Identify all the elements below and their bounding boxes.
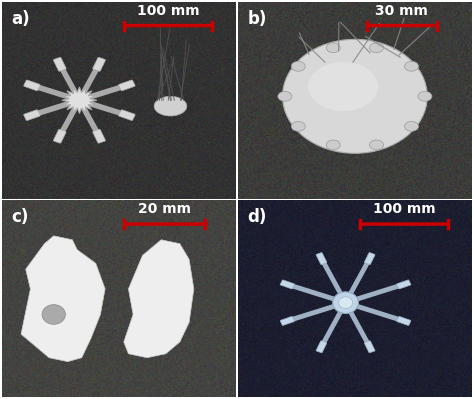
FancyBboxPatch shape: [24, 110, 40, 120]
FancyBboxPatch shape: [118, 110, 135, 120]
Ellipse shape: [326, 43, 340, 53]
FancyBboxPatch shape: [118, 80, 135, 91]
Ellipse shape: [278, 91, 292, 101]
Ellipse shape: [404, 121, 419, 131]
Text: a): a): [12, 10, 30, 28]
Ellipse shape: [326, 140, 340, 150]
Circle shape: [338, 297, 353, 308]
Polygon shape: [124, 240, 194, 358]
Ellipse shape: [42, 305, 65, 324]
Text: 30 mm: 30 mm: [375, 4, 428, 18]
FancyBboxPatch shape: [365, 253, 375, 265]
FancyBboxPatch shape: [397, 280, 411, 289]
Ellipse shape: [291, 61, 305, 71]
FancyBboxPatch shape: [280, 316, 294, 326]
Polygon shape: [21, 236, 105, 361]
FancyBboxPatch shape: [54, 129, 66, 143]
FancyBboxPatch shape: [93, 57, 105, 71]
Text: b): b): [247, 10, 267, 28]
FancyBboxPatch shape: [365, 341, 375, 353]
FancyBboxPatch shape: [93, 129, 105, 143]
FancyBboxPatch shape: [316, 341, 327, 353]
Text: d): d): [247, 208, 267, 226]
FancyBboxPatch shape: [54, 57, 66, 71]
Ellipse shape: [404, 61, 419, 71]
Ellipse shape: [370, 140, 383, 150]
Ellipse shape: [308, 62, 378, 111]
FancyBboxPatch shape: [24, 80, 40, 91]
Ellipse shape: [370, 43, 383, 53]
Text: 100 mm: 100 mm: [137, 4, 200, 18]
Ellipse shape: [154, 96, 187, 116]
Circle shape: [333, 292, 358, 314]
Polygon shape: [62, 87, 97, 114]
Text: c): c): [12, 208, 29, 226]
Ellipse shape: [418, 91, 432, 101]
FancyBboxPatch shape: [397, 316, 411, 326]
Text: 20 mm: 20 mm: [138, 202, 191, 216]
Text: 100 mm: 100 mm: [373, 202, 435, 216]
Ellipse shape: [291, 121, 305, 131]
Ellipse shape: [283, 40, 427, 153]
FancyBboxPatch shape: [316, 253, 327, 265]
FancyBboxPatch shape: [280, 280, 294, 289]
